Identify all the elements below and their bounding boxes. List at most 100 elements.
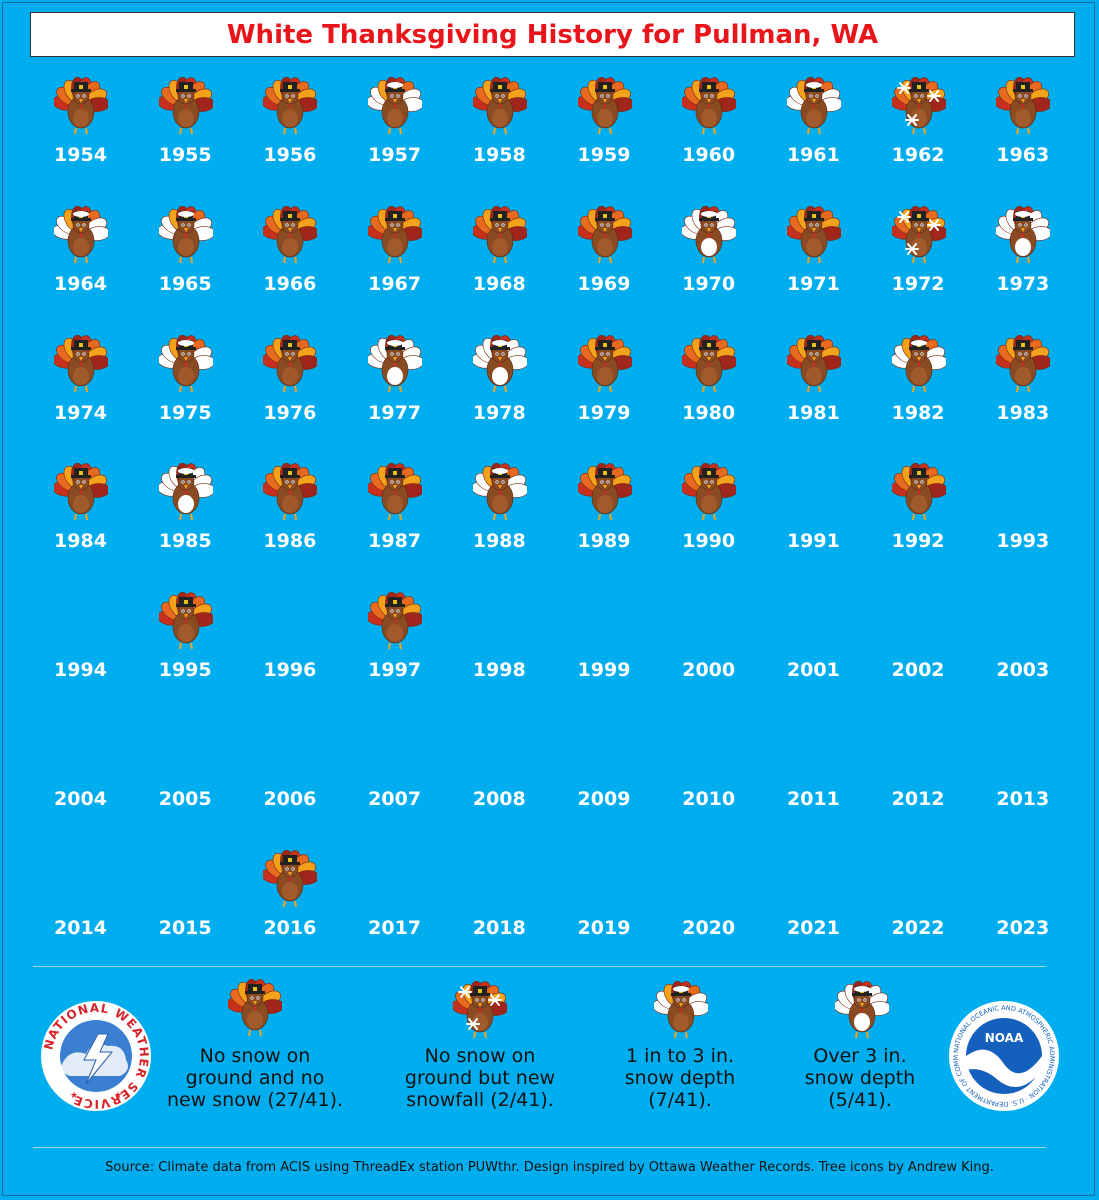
- year-label: 1966: [263, 272, 317, 295]
- year-label: 1983: [996, 401, 1050, 424]
- year-label: 1954: [54, 144, 107, 166]
- turkey-icon: [261, 205, 320, 265]
- turkey-icon: [366, 591, 425, 651]
- year-label: 2008: [472, 788, 526, 810]
- turkey-icon: [156, 462, 215, 522]
- year-label: 2021: [786, 916, 840, 939]
- year-label: 2011: [786, 788, 840, 810]
- legend-label: Over 3 in. snow depth (5/41).: [804, 1045, 916, 1111]
- year-label: 1955: [158, 144, 212, 166]
- year-cell: 2008: [447, 720, 552, 848]
- turkey-icon: [994, 76, 1053, 136]
- turkey-icon: [575, 462, 634, 522]
- year-cell: 1962: [866, 76, 971, 204]
- svg-text:★: ★: [114, 1091, 122, 1101]
- year-label: 2002: [891, 659, 945, 682]
- year-label: 1958: [472, 144, 526, 166]
- year-label: 1976: [263, 401, 317, 424]
- year-label: 2015: [158, 916, 212, 939]
- year-cell: 1995: [133, 591, 238, 719]
- year-label: 1990: [682, 530, 736, 553]
- year-cell: 1978: [447, 334, 552, 462]
- year-label: 1993: [996, 530, 1050, 553]
- turkey-icon: [261, 849, 320, 909]
- year-cell: 1987: [342, 462, 447, 590]
- year-cell: 1965: [133, 205, 238, 333]
- turkey-icon: [470, 334, 529, 394]
- turkey-icon: [889, 462, 948, 522]
- legend-label: 1 in to 3 in. snow depth (7/41).: [624, 1045, 736, 1111]
- year-cell: 2017: [342, 849, 447, 977]
- year-cell: 2023: [970, 849, 1075, 977]
- year-label: 1965: [158, 272, 212, 295]
- year-label: 2000: [682, 659, 736, 682]
- year-label: 2013: [996, 788, 1050, 810]
- year-cell: 2004: [28, 720, 133, 848]
- turkey-icon: [889, 76, 948, 136]
- legend-label: No snow on ground and no new snow (27/41).: [166, 1045, 344, 1111]
- year-cell: 1970: [656, 205, 761, 333]
- year-cell: 2018: [447, 849, 552, 977]
- year-label: 2017: [368, 916, 422, 939]
- year-cell: 1975: [133, 334, 238, 462]
- year-cell: 1977: [342, 334, 447, 462]
- legend-turkey-icon: [226, 978, 285, 1038]
- turkey-icon: [994, 334, 1053, 394]
- turkey-icon: [366, 205, 425, 265]
- year-cell: 1968: [447, 205, 552, 333]
- turkey-icon: [575, 334, 634, 394]
- year-cell: 2002: [866, 591, 971, 719]
- year-cell: 1967: [342, 205, 447, 333]
- legend-turkey-icon: [652, 980, 711, 1040]
- year-cell: 2011: [761, 720, 866, 848]
- turkey-icon: [261, 76, 320, 136]
- year-label: 1972: [891, 272, 945, 295]
- turkey-icon: [785, 76, 844, 136]
- year-cell: 2003: [970, 591, 1075, 719]
- turkey-icon: [470, 76, 529, 136]
- year-cell: 1998: [447, 591, 552, 719]
- svg-text:NOAA: NOAA: [985, 1031, 1024, 1045]
- svg-text:★: ★: [70, 1091, 78, 1101]
- turkey-icon: [366, 334, 425, 394]
- source-credit: Source: Climate data from ACIS using Thr…: [105, 1160, 994, 1175]
- year-cell: 1969: [552, 205, 657, 333]
- turkey-icon: [52, 76, 111, 136]
- year-label: 1999: [577, 659, 631, 682]
- year-label: 1989: [577, 530, 631, 553]
- year-label: 1973: [996, 272, 1050, 295]
- year-cell: 1979: [552, 334, 657, 462]
- year-label: 2014: [54, 916, 107, 939]
- turkey-icon: [261, 462, 320, 522]
- year-cell: 1959: [552, 76, 657, 204]
- turkey-icon: [470, 462, 529, 522]
- turkey-icon: [470, 205, 529, 265]
- year-cell: 1988: [447, 462, 552, 590]
- turkey-icon: [680, 205, 739, 265]
- year-cell: 1986: [237, 462, 342, 590]
- year-label: 1997: [368, 659, 422, 682]
- year-cell: 2021: [761, 849, 866, 977]
- turkey-icon: [680, 76, 739, 136]
- year-label: 1969: [577, 272, 631, 295]
- year-label: 1998: [472, 659, 526, 682]
- year-cell: 1956: [237, 76, 342, 204]
- turkey-icon: [52, 334, 111, 394]
- legend-turkey-icon: [833, 980, 892, 1040]
- year-cell: 2000: [656, 591, 761, 719]
- year-label: 2019: [577, 916, 631, 939]
- year-cell: 1993: [970, 462, 1075, 590]
- year-cell: 1973: [970, 205, 1075, 333]
- year-label: 1974: [54, 401, 107, 424]
- year-label: 2009: [577, 788, 631, 810]
- turkey-icon: [575, 76, 634, 136]
- year-label: 1959: [577, 144, 631, 166]
- year-cell: 1976: [237, 334, 342, 462]
- year-label: 2005: [158, 788, 212, 810]
- turkey-icon: [156, 334, 215, 394]
- turkey-icon: [156, 591, 215, 651]
- year-label: 1982: [891, 401, 945, 424]
- turkey-icon: [156, 205, 215, 265]
- year-label: 1981: [786, 401, 840, 424]
